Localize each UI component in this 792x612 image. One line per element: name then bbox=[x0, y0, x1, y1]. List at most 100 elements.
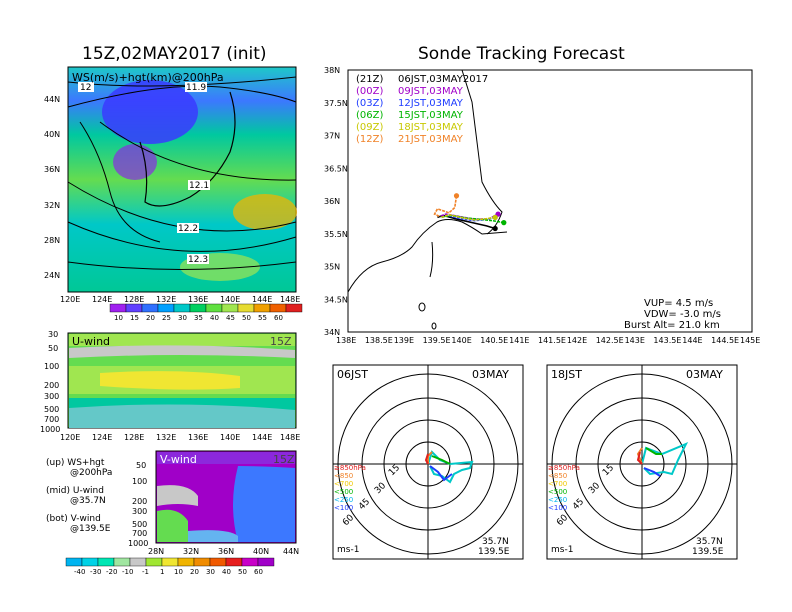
contour-label: 12.2 bbox=[178, 224, 198, 234]
p-tick: 30 bbox=[48, 330, 58, 339]
hodo-level: <500 bbox=[548, 488, 567, 496]
wind-colorbar-swatch bbox=[129, 557, 147, 567]
island bbox=[431, 322, 437, 330]
wind-colorbar-label: -20 bbox=[106, 568, 117, 576]
ws-colorbar-labels: 10 15 20 25 30 35 40 45 50 55 60 bbox=[114, 314, 283, 322]
lon-tick: 144E bbox=[252, 295, 272, 304]
lat-tick: 37.5N bbox=[324, 99, 348, 108]
wind-colorbar-label: 40 bbox=[222, 568, 231, 576]
contour-label: 11.9 bbox=[186, 83, 206, 93]
uwind-band bbox=[69, 334, 295, 346]
param-vdw: VDW= -3.0 m/s bbox=[644, 309, 721, 320]
note-up: (up) WS+hgt bbox=[46, 458, 105, 468]
ws-colorbar-label: 45 bbox=[226, 314, 235, 322]
ws-colorbar-label: 40 bbox=[210, 314, 219, 322]
p-tick: 1000 bbox=[40, 425, 60, 434]
p-tick: 50 bbox=[136, 461, 146, 470]
wind-colorbar-label: -10 bbox=[122, 568, 133, 576]
hodo-lon: 139.5E bbox=[692, 547, 724, 557]
ws-colorbar-label: 50 bbox=[242, 314, 251, 322]
lon-tick: 143E bbox=[625, 336, 645, 345]
lat-tick: 36N bbox=[44, 165, 60, 174]
wind-colorbar-swatch bbox=[209, 557, 227, 567]
wind-colorbar-label: 10 bbox=[174, 568, 183, 576]
wind-colorbar-swatches bbox=[65, 557, 275, 567]
param-burst: Burst Alt= 21.0 km bbox=[624, 320, 720, 331]
p-tick: 300 bbox=[44, 392, 59, 401]
lon-tick: 124E bbox=[92, 295, 112, 304]
ws-colorbar-swatch bbox=[237, 303, 255, 313]
legend-code: (06Z) bbox=[356, 110, 383, 121]
param-vup: VUP= 4.5 m/s bbox=[644, 298, 713, 309]
legend-time: 06JST,03MAY2017 bbox=[398, 74, 488, 85]
wind-colorbar: -40 -30 -20 -10 -1 1 10 20 30 40 50 60 bbox=[65, 557, 275, 576]
hodo-level: <700 bbox=[334, 480, 353, 488]
hodo-level: ≥850hPa bbox=[548, 464, 580, 472]
lat-ticks: 38N 37.5N 37N 36.5N 36N 35.5N 35N 34.5N 34N bbox=[324, 66, 348, 337]
legend-time: 15JST,03MAY bbox=[398, 110, 464, 121]
ws-colorbar-swatch bbox=[285, 303, 303, 313]
p-tick: 500 bbox=[132, 520, 147, 529]
ws-colorbar-swatch bbox=[173, 303, 191, 313]
note-bot: (bot) V-wind bbox=[46, 514, 101, 524]
p-tick: 50 bbox=[48, 344, 58, 353]
lat-tick: 24N bbox=[44, 271, 60, 280]
lat-tick: 37N bbox=[324, 132, 340, 141]
lon-tick: 128E bbox=[124, 433, 144, 442]
wind-colorbar-swatch bbox=[161, 557, 179, 567]
vwind-band bbox=[233, 466, 295, 542]
note-mid-level: @35.7N bbox=[70, 496, 106, 506]
lon-tick: 144.5E bbox=[711, 336, 739, 345]
p-tick: 700 bbox=[132, 529, 147, 538]
wind-colorbar-swatch bbox=[193, 557, 211, 567]
hodo-trace bbox=[431, 455, 451, 465]
island bbox=[418, 302, 426, 312]
wind-colorbar-swatch bbox=[177, 557, 195, 567]
ws-colorbar-label: 15 bbox=[130, 314, 139, 322]
coastline bbox=[79, 121, 161, 243]
hodo-trace bbox=[636, 447, 643, 465]
ws-colorbar-swatch bbox=[269, 303, 287, 313]
lon-tick: 132E bbox=[156, 295, 176, 304]
lon-tick: 145E bbox=[740, 336, 760, 345]
legend-code: (03Z) bbox=[356, 98, 383, 109]
lat-tick: 44N bbox=[283, 547, 299, 556]
ws-colorbar-label: 60 bbox=[274, 314, 283, 322]
hodo-lat: 35.7N bbox=[696, 537, 723, 547]
ws-colorbar-label: 10 bbox=[114, 314, 123, 322]
lon-tick: 142E bbox=[567, 336, 587, 345]
coastline bbox=[429, 241, 434, 278]
ws-colorbar-swatch bbox=[205, 303, 223, 313]
hodo-lat: 35.7N bbox=[482, 537, 509, 547]
hodograph-18jst: 18JST 03MAY 15 30 45 60 ≥850hPa <850 <70… bbox=[546, 364, 738, 560]
ws-colorbar-swatch bbox=[157, 303, 175, 313]
lon-tick: 142.5E bbox=[596, 336, 624, 345]
wind-colorbar-label: -1 bbox=[142, 568, 149, 576]
p-tick: 300 bbox=[132, 507, 147, 516]
hodo-lon: 139.5E bbox=[478, 547, 510, 557]
lon-tick: 136E bbox=[188, 295, 208, 304]
wind-colorbar-label: 60 bbox=[254, 568, 263, 576]
track-line bbox=[433, 195, 458, 218]
lon-tick: 128E bbox=[124, 295, 144, 304]
lat-tick: 36N bbox=[324, 197, 340, 206]
hodo-level: <700 bbox=[548, 480, 567, 488]
legend-time: 18JST,03MAY bbox=[398, 122, 464, 133]
track-start-point bbox=[492, 225, 498, 232]
hodo-trace bbox=[429, 465, 453, 482]
hodo-level: <850 bbox=[548, 472, 567, 480]
right-title: Sonde Tracking Forecast bbox=[418, 44, 625, 64]
wind-colorbar-swatch bbox=[257, 557, 275, 567]
wind-colorbar-swatch bbox=[145, 557, 163, 567]
wind-colorbar-label: -30 bbox=[90, 568, 101, 576]
ws-colorbar-swatch bbox=[221, 303, 239, 313]
contour-line bbox=[67, 85, 297, 108]
uwind-label: U-wind bbox=[72, 335, 110, 348]
launch-legend: (21Z) 06JST,03MAY2017 (00Z) 09JST,03MAY … bbox=[356, 74, 488, 145]
lon-tick: 140.5E bbox=[480, 336, 508, 345]
lon-tick: 138.5E bbox=[365, 336, 393, 345]
ws-colorbar-label: 35 bbox=[194, 314, 203, 322]
uwind-time: 15Z bbox=[270, 335, 292, 348]
uwind-band bbox=[69, 404, 295, 428]
uwind-band bbox=[69, 345, 295, 358]
